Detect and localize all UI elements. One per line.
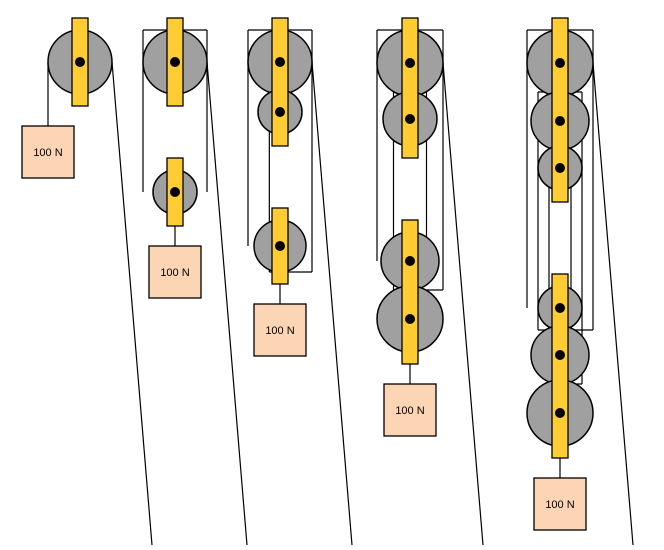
load-label: 100 N bbox=[545, 499, 574, 511]
load-label: 100 N bbox=[33, 147, 62, 159]
load-label: 100 N bbox=[265, 325, 294, 337]
pulley-diagram: 100 N 100 N 100 N 100 N 100 N bbox=[0, 0, 664, 550]
load-label: 100 N bbox=[395, 405, 424, 417]
load-label: 100 N bbox=[160, 267, 189, 279]
